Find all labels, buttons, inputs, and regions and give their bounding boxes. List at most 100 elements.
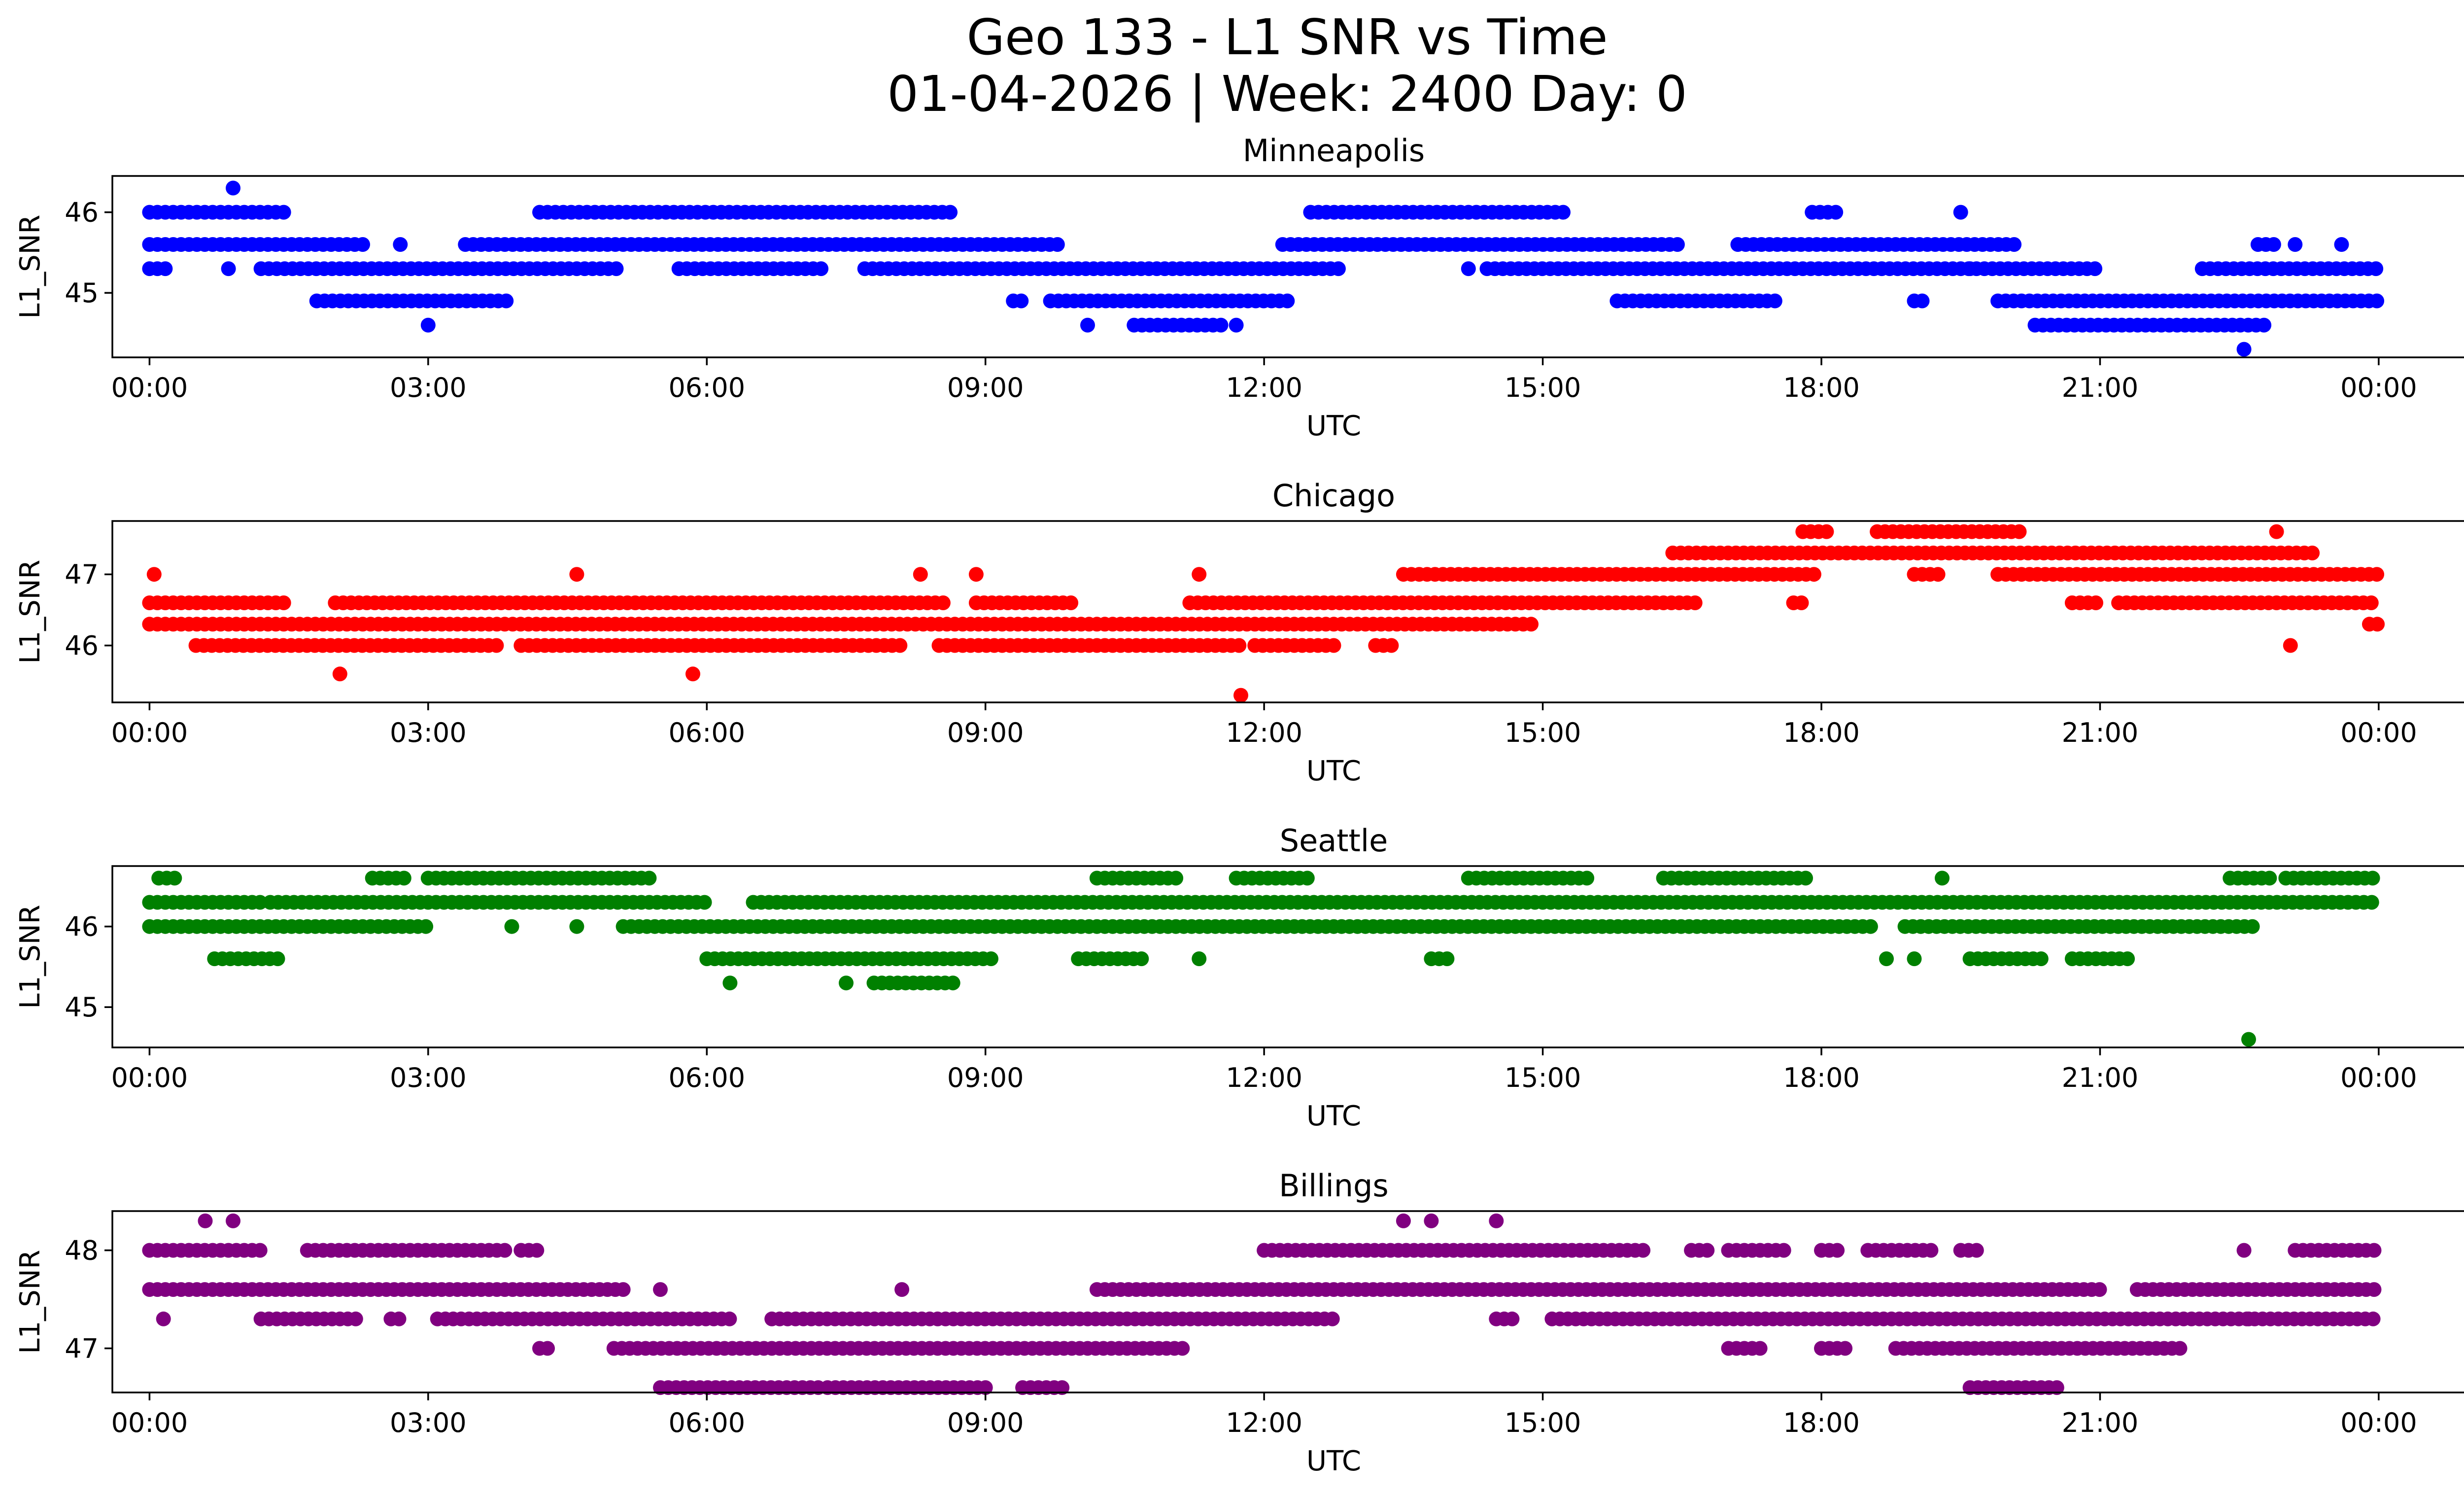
data-point: [943, 205, 958, 220]
data-point: [2092, 1282, 2107, 1297]
y-tick-label: 46: [65, 911, 99, 942]
data-point: [2364, 895, 2379, 910]
data-point: [1424, 1213, 1439, 1228]
data-point: [1063, 595, 1079, 610]
x-tick-label: 15:00: [1505, 1407, 1581, 1438]
data-point: [1752, 1341, 1768, 1356]
y-tick-label: 47: [65, 559, 99, 590]
data-point: [1396, 1213, 1411, 1228]
y-tick-label: 45: [65, 992, 99, 1023]
data-point: [167, 870, 182, 886]
data-point: [1776, 1243, 1791, 1258]
subplot-minneapolis: Minneapolis 00:00 03:00 06:00 09:00 12:00 15:0…: [14, 133, 2464, 442]
data-point: [1326, 638, 1341, 653]
data-point: [2288, 237, 2303, 252]
data-point: [1579, 870, 1595, 886]
data-point: [2269, 524, 2284, 539]
data-point: [1233, 688, 1248, 703]
subplot-seattle: Seattle 00:00 03:00 06:00 09:00 12:00 15:00 18:…: [14, 823, 2464, 1132]
data-point: [2007, 237, 2022, 252]
y-tick-label: 45: [65, 278, 99, 309]
data-point: [1556, 205, 1571, 220]
data-point: [685, 666, 700, 682]
data-point: [1014, 293, 1029, 309]
data-point: [1280, 293, 1295, 309]
x-tick-label: 03:00: [390, 372, 467, 403]
scatter-series: [142, 180, 2385, 357]
data-point: [2257, 317, 2272, 333]
x-axis-label: UTC: [1306, 410, 1361, 442]
subplot-title: Seattle: [1280, 823, 1388, 859]
subplot-billings: Billings 00:00 03:00 06:00 09:00 12:00 15:00 18…: [14, 1168, 2464, 1477]
data-point: [913, 567, 928, 582]
data-point: [2262, 870, 2277, 886]
data-point: [420, 317, 436, 333]
data-point: [2088, 261, 2103, 277]
data-point: [1168, 870, 1184, 886]
figure-title-line2: 01-04-2026 | Week: 2400 Day: 0: [887, 65, 1687, 123]
data-point: [1935, 870, 1950, 886]
x-tick-label: 00:00: [2340, 372, 2417, 403]
data-point: [1192, 951, 1207, 967]
data-point: [569, 919, 584, 934]
y-axis-label: L1_SNR: [14, 904, 46, 1008]
data-point: [540, 1341, 555, 1356]
x-tick-label: 18:00: [1783, 1407, 1860, 1438]
y-tick-label: 46: [65, 197, 99, 228]
y-axis-label: L1_SNR: [14, 559, 46, 663]
data-point: [1232, 638, 1247, 653]
data-point: [252, 1243, 268, 1258]
data-point: [1134, 951, 1149, 967]
x-tick-label: 09:00: [947, 372, 1024, 403]
data-point: [355, 237, 370, 252]
data-point: [489, 638, 504, 653]
data-point: [396, 870, 411, 886]
data-point: [1830, 1243, 1845, 1258]
data-point: [2365, 870, 2380, 886]
data-point: [653, 1282, 668, 1297]
x-tick-label: 12:00: [1226, 1407, 1302, 1438]
data-point: [499, 293, 514, 309]
x-tick-label: 00:00: [111, 372, 188, 403]
data-point: [1953, 205, 1968, 220]
data-point: [1915, 293, 1930, 309]
x-tick-label: 03:00: [390, 717, 467, 748]
subplot-title: Minneapolis: [1243, 133, 1425, 169]
data-point: [1879, 951, 1894, 967]
data-point: [348, 1311, 363, 1326]
data-point: [497, 1243, 513, 1258]
data-point: [156, 1311, 171, 1326]
x-tick-label: 15:00: [1505, 1062, 1581, 1093]
data-point: [270, 951, 285, 967]
data-point: [146, 567, 162, 582]
data-point: [978, 1380, 993, 1395]
x-tick-label: 21:00: [2062, 372, 2139, 403]
data-point: [2368, 261, 2384, 277]
data-point: [1192, 567, 1207, 582]
data-point: [1175, 1341, 1190, 1356]
x-axis-label: UTC: [1306, 755, 1361, 787]
data-point: [1828, 205, 1844, 220]
x-tick-label: 09:00: [947, 1062, 1024, 1093]
axes-frame: [111, 1210, 2464, 1393]
data-point: [722, 975, 738, 991]
data-point: [1930, 567, 1946, 582]
x-tick-label: 09:00: [947, 717, 1024, 748]
y-axis-label: L1_SNR: [14, 1250, 46, 1354]
data-point: [276, 595, 291, 610]
x-tick-label: 21:00: [2062, 1407, 2139, 1438]
x-tick-label: 06:00: [668, 1407, 745, 1438]
x-tick-label: 18:00: [1783, 717, 1860, 748]
x-tick-label: 15:00: [1505, 372, 1581, 403]
data-point: [2033, 951, 2049, 967]
x-tick-label: 12:00: [1226, 717, 1302, 748]
data-point: [2283, 638, 2298, 653]
scatter-series: [142, 1213, 2382, 1395]
x-tick-label: 00:00: [111, 717, 188, 748]
data-point: [1969, 1243, 1984, 1258]
data-point: [722, 1311, 737, 1326]
data-point: [2369, 567, 2385, 582]
data-point: [418, 919, 434, 934]
x-tick-label: 00:00: [2340, 1062, 2417, 1093]
data-point: [252, 895, 268, 910]
